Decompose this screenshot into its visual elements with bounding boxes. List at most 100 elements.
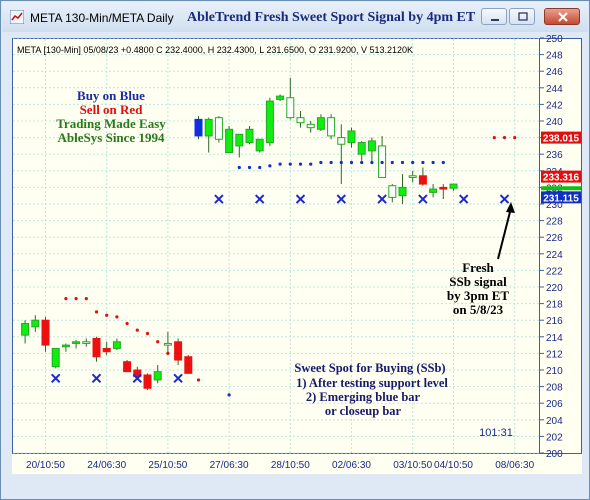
candle xyxy=(347,127,356,148)
candle xyxy=(255,138,264,153)
y-tick-label: 212 xyxy=(546,349,563,360)
candle-body xyxy=(112,341,121,349)
buy-stop-dot xyxy=(298,162,303,166)
price-label-box xyxy=(541,131,581,144)
restore-button[interactable] xyxy=(509,8,535,25)
candle xyxy=(31,315,40,332)
close-button[interactable] xyxy=(544,8,580,25)
y-tick-label: 204 xyxy=(546,416,563,427)
candle xyxy=(337,124,346,185)
candle xyxy=(82,338,91,347)
sell-stop-dot xyxy=(84,297,88,301)
buy-stop-dot xyxy=(370,160,374,165)
buy-stop-dot xyxy=(349,160,354,165)
buy-stop-dot xyxy=(411,160,415,165)
sell-stop-dot xyxy=(74,297,78,301)
sell-stop-dot xyxy=(94,310,99,314)
candle-body xyxy=(367,140,376,152)
candle-body xyxy=(245,128,254,144)
x-tick-label: 03/10:50 xyxy=(393,460,432,471)
x-mark xyxy=(173,373,183,384)
candle xyxy=(316,114,325,131)
x-tick-label: 28/10:50 xyxy=(271,460,310,471)
legend-line: Trading Made Easy xyxy=(56,116,166,131)
price-axis xyxy=(540,38,582,454)
title-bar: META 130-Min/META Daily AbleTrend Fresh … xyxy=(2,2,588,32)
signal-arrowhead xyxy=(506,202,515,213)
candle-body xyxy=(102,347,111,353)
buy-stop-dot xyxy=(288,162,292,166)
minimize-button[interactable] xyxy=(481,8,507,25)
x-mark xyxy=(132,373,143,384)
y-tick-label: 226 xyxy=(546,233,563,244)
candle-body xyxy=(133,369,142,378)
y-tick-label: 230 xyxy=(546,200,563,211)
candle-body xyxy=(418,175,427,185)
candle xyxy=(418,167,427,186)
candle-body xyxy=(214,117,223,140)
price-label-box xyxy=(541,191,581,204)
sell-stop-dot xyxy=(492,136,496,140)
candle xyxy=(61,343,70,352)
buy-stop-dot xyxy=(258,165,262,170)
buy-stop-dot xyxy=(309,162,313,166)
candle-body xyxy=(449,183,458,189)
y-tick-label: 236 xyxy=(546,150,563,161)
candle xyxy=(265,97,274,146)
fresh-signal-text: on 5/8/23 xyxy=(453,302,504,317)
y-tick-label: 216 xyxy=(546,316,563,327)
buy-stop-dot xyxy=(319,160,323,165)
candle xyxy=(388,184,397,203)
legend-line: AbleSys Since 1994 xyxy=(58,130,165,145)
x-tick-label: 24/06:30 xyxy=(87,460,126,471)
sell-stop-dot xyxy=(145,331,150,336)
candle xyxy=(245,125,254,145)
sell-stop-dot xyxy=(513,136,517,140)
y-tick-label: 200 xyxy=(546,449,563,460)
chart-series xyxy=(21,77,517,397)
chart-title: AbleTrend Fresh Sweet Sport Signal by 4p… xyxy=(187,10,476,25)
sell-stop-dot xyxy=(196,378,201,382)
sell-stop-dot xyxy=(125,321,129,326)
candle-body xyxy=(286,97,295,119)
candle-body xyxy=(439,186,448,190)
price-labels: 238.015 233.316 231.115 xyxy=(541,131,581,204)
x-mark xyxy=(50,373,61,384)
x-mark xyxy=(214,194,224,204)
candle xyxy=(163,331,172,354)
buy-stop-dot xyxy=(431,160,435,165)
info-line: META [130-Min] 05/08/23 +0.4800 C 232.40… xyxy=(17,45,413,55)
candle-body xyxy=(347,130,356,144)
x-tick-label: 02/06:30 xyxy=(332,460,371,471)
y-tick-label: 224 xyxy=(546,250,563,261)
buy-stop-dot xyxy=(390,160,394,165)
plot-area xyxy=(12,38,540,454)
restore-icon xyxy=(518,12,528,21)
x-mark xyxy=(377,194,387,204)
fresh-signal-text: Fresh xyxy=(462,260,494,275)
buy-stop-dot xyxy=(380,160,384,165)
candle xyxy=(174,338,183,366)
candle-body xyxy=(398,186,407,197)
buy-stop-dot xyxy=(237,165,241,170)
price-label-box xyxy=(541,170,581,183)
candle-body xyxy=(41,319,50,346)
candle-body xyxy=(296,117,305,124)
y-tick-label: 206 xyxy=(546,399,563,410)
x-mark xyxy=(91,373,102,384)
candle xyxy=(41,316,50,352)
y-tick-label: 218 xyxy=(546,300,563,311)
close-icon xyxy=(558,12,568,22)
candle xyxy=(449,183,458,191)
x-tick-label: 04/10:50 xyxy=(434,460,473,471)
candle xyxy=(102,341,111,356)
y-tick-label: 228 xyxy=(546,217,563,228)
x-tick-label: 08/06:30 xyxy=(495,460,534,471)
candle-body xyxy=(204,118,213,137)
candle-body xyxy=(357,142,366,155)
candle xyxy=(21,320,30,344)
x-tick-label: 27/06:30 xyxy=(210,460,249,471)
candle xyxy=(204,117,213,153)
candle xyxy=(408,170,417,183)
y-tick-label: 244 xyxy=(546,84,563,95)
